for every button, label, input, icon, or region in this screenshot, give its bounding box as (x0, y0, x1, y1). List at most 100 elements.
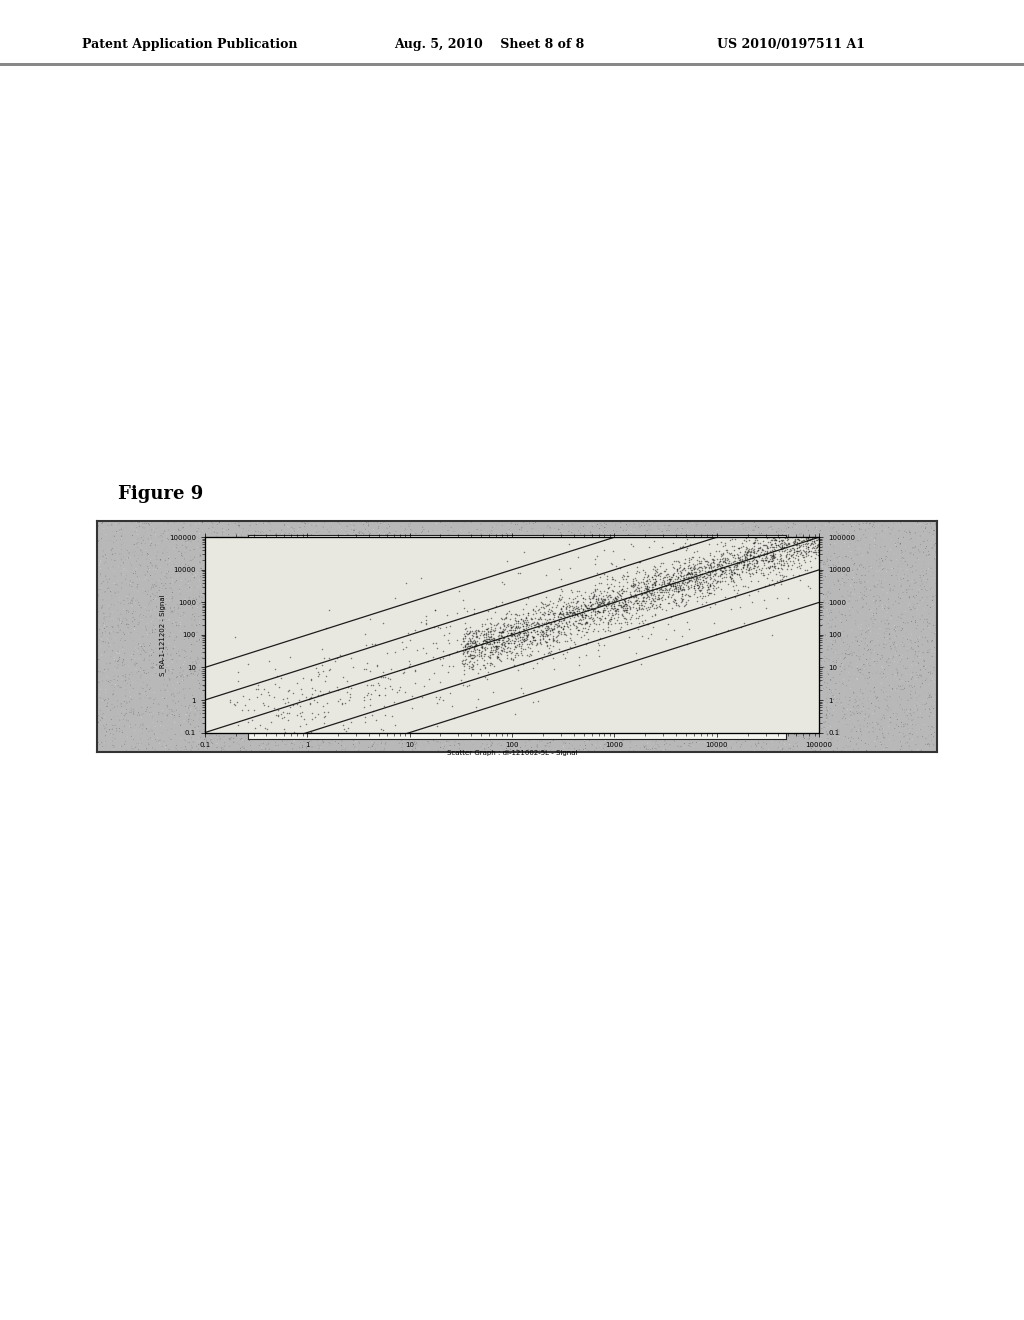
Point (281, 557, 297, 578)
Point (506, 611, 522, 632)
Point (510, 612, 526, 634)
Point (180, 664, 197, 685)
Point (360, 521, 377, 543)
Point (791, 517, 807, 539)
Point (714, 557, 730, 578)
Point (903, 653, 920, 675)
Point (662, 553, 678, 574)
Point (691, 545, 708, 566)
Point (209, 616, 225, 638)
Point (626, 576, 642, 597)
Point (285, 694, 301, 715)
Point (776, 532, 793, 553)
Point (686, 561, 702, 582)
Point (630, 665, 646, 686)
Point (134, 636, 151, 657)
Point (668, 572, 684, 593)
Point (702, 610, 719, 631)
Point (644, 570, 660, 591)
Point (163, 602, 179, 623)
Point (330, 512, 346, 533)
Point (393, 682, 410, 704)
Point (348, 656, 365, 677)
Point (718, 594, 734, 615)
Point (579, 634, 595, 655)
Point (212, 639, 228, 660)
Point (169, 653, 185, 675)
Point (252, 661, 268, 682)
Point (294, 701, 310, 722)
Point (92, 623, 109, 644)
Point (532, 609, 549, 630)
Point (739, 546, 756, 568)
Point (294, 630, 310, 651)
Point (905, 663, 922, 684)
Point (245, 702, 261, 723)
Point (209, 587, 225, 609)
Point (114, 578, 130, 599)
Point (201, 550, 217, 572)
Point (266, 631, 283, 652)
Point (882, 607, 898, 628)
Point (258, 692, 274, 713)
Point (313, 677, 330, 698)
Point (177, 614, 194, 635)
Point (548, 626, 564, 647)
Point (592, 594, 608, 615)
Point (306, 644, 323, 665)
Point (459, 634, 475, 655)
Point (578, 729, 594, 750)
Point (498, 675, 514, 696)
Point (274, 725, 291, 746)
Point (873, 661, 890, 682)
Point (754, 623, 770, 644)
Point (503, 616, 519, 638)
Point (924, 548, 940, 569)
Point (123, 590, 139, 611)
Point (874, 657, 891, 678)
Point (526, 648, 543, 669)
Point (800, 598, 816, 619)
Point (567, 511, 584, 532)
Point (437, 652, 454, 673)
Point (555, 574, 571, 595)
Point (387, 678, 403, 700)
Point (174, 595, 190, 616)
Point (174, 523, 190, 544)
Point (844, 548, 860, 569)
Point (217, 582, 233, 603)
Point (183, 663, 200, 684)
Point (401, 632, 418, 653)
Point (270, 597, 287, 618)
Point (447, 660, 464, 681)
Point (547, 614, 563, 635)
Point (425, 616, 441, 638)
Point (122, 553, 138, 574)
Point (503, 615, 519, 636)
Point (739, 618, 756, 639)
Point (736, 552, 753, 573)
Point (256, 577, 272, 598)
Point (234, 630, 251, 651)
Point (783, 665, 800, 686)
Point (894, 557, 910, 578)
Point (834, 675, 850, 696)
Point (266, 597, 283, 618)
Point (361, 577, 378, 598)
Point (368, 558, 384, 579)
Point (786, 531, 803, 552)
Point (170, 734, 186, 755)
Point (259, 689, 275, 710)
Point (252, 595, 268, 616)
Point (662, 528, 678, 549)
Point (922, 523, 938, 544)
Point (580, 631, 596, 652)
Point (467, 640, 483, 661)
Point (395, 660, 412, 681)
Point (537, 577, 553, 598)
Point (478, 552, 495, 573)
Point (597, 734, 613, 755)
Point (907, 610, 924, 631)
Point (339, 516, 355, 537)
Point (708, 737, 724, 758)
